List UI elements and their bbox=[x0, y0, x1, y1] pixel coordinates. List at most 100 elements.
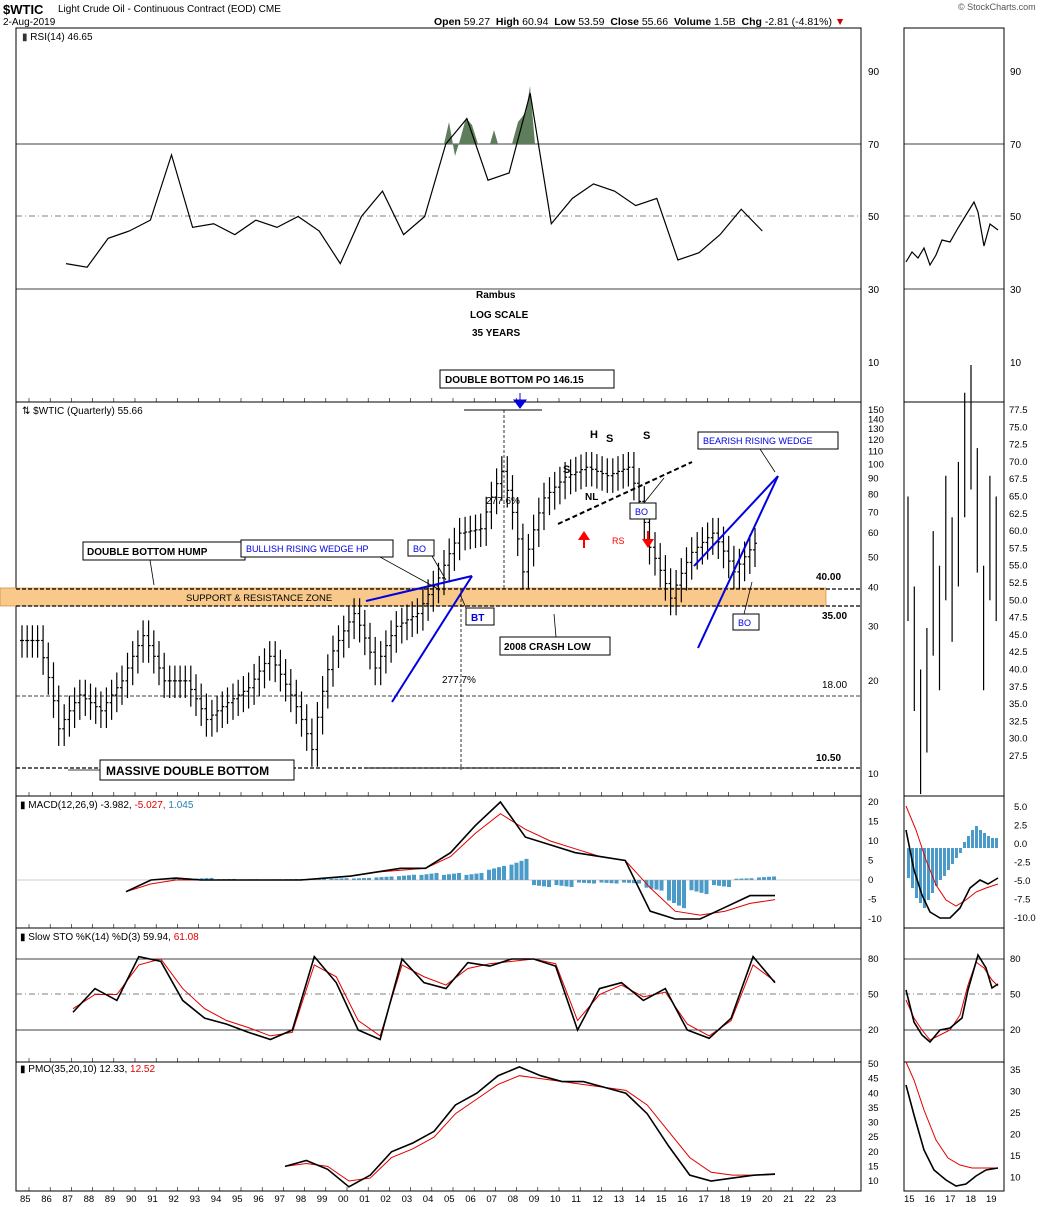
neckline-label: NL bbox=[585, 492, 598, 503]
x-tick-label: 89 bbox=[105, 1194, 116, 1205]
inset-price-y-tick: 40.0 bbox=[1009, 665, 1028, 676]
rs-label: RS bbox=[612, 536, 625, 546]
macd-hist-bar bbox=[772, 876, 776, 880]
rsi-tick: 30 bbox=[868, 285, 880, 296]
price-y-tick: 50 bbox=[868, 553, 879, 564]
macd-y-tick: 20 bbox=[868, 797, 879, 808]
inset-price-y-tick: 50.0 bbox=[1009, 595, 1028, 606]
x-tick-label: 05 bbox=[444, 1194, 455, 1205]
inset-price-y-tick: 67.5 bbox=[1009, 474, 1028, 485]
x-tick-label: 87 bbox=[62, 1194, 73, 1205]
price-y-tick: 110 bbox=[868, 447, 883, 458]
pmo-y-tick: 20 bbox=[868, 1147, 879, 1158]
x-tick-label: 97 bbox=[274, 1194, 285, 1205]
bt-label: BT bbox=[471, 613, 484, 624]
price-y-tick: 120 bbox=[868, 435, 884, 446]
x-tick-label: 00 bbox=[338, 1194, 349, 1205]
inset-macd-y-tick: 2.5 bbox=[1014, 821, 1027, 832]
macd-hist-bar bbox=[654, 880, 659, 890]
macd-hist-bar bbox=[434, 872, 439, 880]
x-tick-label: 96 bbox=[253, 1194, 264, 1205]
credit: © StockCharts.com bbox=[958, 2, 1036, 12]
pct-277-7: 277.7% bbox=[442, 675, 476, 686]
macd-hist-bar bbox=[419, 874, 424, 880]
inset-price-y-tick: 35.0 bbox=[1009, 699, 1028, 710]
macd-hist-bar bbox=[424, 874, 429, 880]
macd-y-tick: -10 bbox=[868, 914, 882, 925]
macd-hist-bar bbox=[339, 878, 344, 880]
symbol-title: $WTIC bbox=[3, 2, 44, 17]
macd-hist-bar bbox=[717, 880, 721, 886]
x-tick-label: 11 bbox=[571, 1194, 581, 1205]
pmo-y-tick: 45 bbox=[868, 1074, 879, 1085]
macd-hist-bar bbox=[402, 875, 406, 880]
inset-price-y-tick: 37.5 bbox=[1009, 682, 1028, 693]
macd-hist-bar bbox=[374, 877, 379, 880]
x-tick-label: 06 bbox=[465, 1194, 476, 1205]
macd-hist-bar bbox=[727, 880, 731, 888]
macd-hist-bar bbox=[564, 880, 569, 887]
inset-price-y-tick: 52.5 bbox=[1009, 578, 1028, 589]
macd-hist-bar bbox=[554, 880, 559, 886]
inset-price-y-tick: 75.0 bbox=[1009, 422, 1028, 433]
macd-hist-bar bbox=[582, 880, 586, 883]
x-tick-label: 91 bbox=[147, 1194, 158, 1205]
rsi-label: ▮ RSI(14) 46.65 bbox=[22, 32, 93, 43]
inset-price-y-tick: 77.5 bbox=[1009, 405, 1028, 416]
inset-price-y-tick: 72.5 bbox=[1009, 440, 1028, 451]
macd-hist-bar bbox=[699, 880, 704, 893]
macd-hist-bar bbox=[532, 880, 536, 886]
x-tick-label: 90 bbox=[126, 1194, 137, 1205]
macd-hist-bar bbox=[559, 880, 564, 886]
macd-hist-bar bbox=[672, 880, 676, 904]
double-bottom-po-label: DOUBLE BOTTOM PO 146.15 bbox=[445, 375, 584, 386]
inset-macd-y-tick: 5.0 bbox=[1014, 802, 1027, 813]
x-tick-label: 86 bbox=[41, 1194, 52, 1205]
macd-line bbox=[125, 800, 776, 920]
pmo-panel-frame bbox=[15, 1061, 862, 1192]
macd-hist-bar bbox=[514, 862, 519, 880]
x-tick-label: 93 bbox=[190, 1194, 201, 1205]
inset-pmo-y-tick: 30 bbox=[1010, 1087, 1021, 1098]
macd-hist-bar bbox=[204, 878, 209, 880]
x-tick-label: 14 bbox=[635, 1194, 646, 1205]
rambus-label: Rambus bbox=[476, 290, 516, 301]
price-bars bbox=[20, 451, 757, 767]
price-y-tick: 30 bbox=[868, 621, 879, 632]
rsi-y-axis: 90 70 50 30 10 90 70 50 30 10 bbox=[868, 67, 1022, 369]
price-y-tick: 140 bbox=[868, 414, 884, 425]
inset-pmo-y-tick: 15 bbox=[1010, 1151, 1021, 1162]
inset-price-y-tick: 47.5 bbox=[1009, 613, 1028, 624]
sto-y-tick: 80 bbox=[868, 954, 879, 965]
pmo-y-tick: 15 bbox=[868, 1161, 879, 1172]
macd-hist-bar bbox=[479, 872, 484, 880]
macd-hist-bar bbox=[329, 878, 334, 880]
rsi-overbought-fill bbox=[444, 86, 535, 156]
rsi-tick: 90 bbox=[868, 67, 880, 78]
x-tick-label: 13 bbox=[614, 1194, 625, 1205]
inset-price-y-axis: 77.5 75.0 72.5 70.0 67.5 65.0 62.5 60.0 57.5 55.0… bbox=[1009, 405, 1028, 762]
chart-date: 2-Aug-2019 bbox=[3, 17, 56, 28]
macd-y-tick: 0 bbox=[868, 875, 873, 886]
macd-hist-bar bbox=[492, 868, 496, 880]
macd-hist-bar bbox=[677, 880, 681, 906]
x-tick-label: 92 bbox=[168, 1194, 179, 1205]
x-tick-label: 19 bbox=[741, 1194, 752, 1205]
macd-hist-bar bbox=[334, 878, 339, 880]
symbol-description: Light Crude Oil - Continuous Contract (E… bbox=[58, 4, 281, 15]
sto-panel-frame bbox=[15, 927, 862, 1063]
macd-hist-bar bbox=[397, 876, 401, 880]
red-up-arrow-icon bbox=[578, 531, 590, 548]
macd-hist-bar bbox=[199, 878, 204, 880]
inset-sto-y-tick: 20 bbox=[1010, 1025, 1021, 1036]
double-bottom-hump-label: DOUBLE BOTTOM HUMP bbox=[87, 547, 208, 558]
macd-hist-bar bbox=[577, 880, 581, 883]
macd-hist-bar bbox=[519, 860, 524, 880]
macd-y-tick: -5 bbox=[868, 895, 876, 906]
macd-hist-bar bbox=[694, 880, 699, 892]
x-tick-label: 03 bbox=[402, 1194, 413, 1205]
macd-hist-bar bbox=[599, 880, 604, 883]
macd-y-axis: 20 15 10 5 0 -5 -10 5.0 2.5 0.0 -2.5 -5.0 -7.5 -10.0 bbox=[868, 797, 1036, 925]
macd-hist-bar bbox=[569, 880, 574, 888]
sto-y-tick: 20 bbox=[868, 1025, 879, 1036]
